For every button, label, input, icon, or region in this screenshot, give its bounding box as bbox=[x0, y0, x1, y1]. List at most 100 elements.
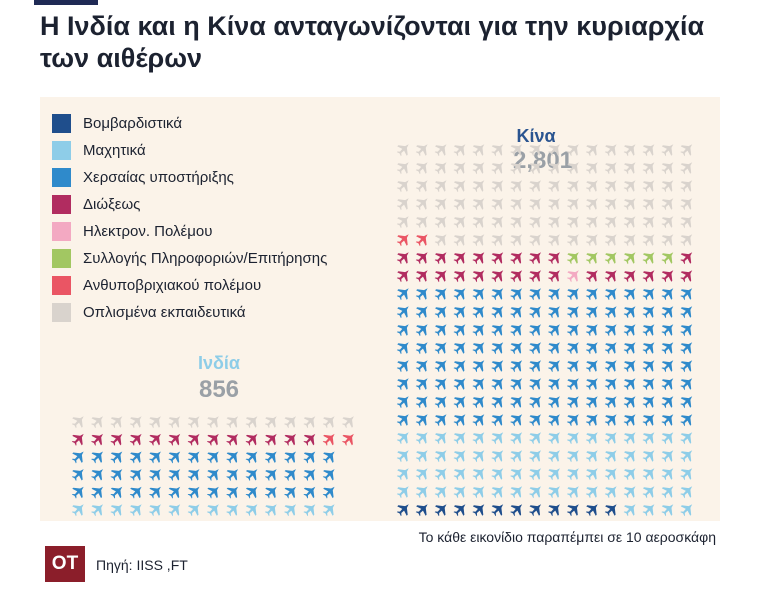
aircraft-icon bbox=[472, 234, 485, 247]
aircraft-icon bbox=[548, 306, 560, 319]
aircraft-icon bbox=[453, 180, 466, 193]
aircraft-icon bbox=[529, 396, 542, 409]
aircraft-icon bbox=[510, 504, 523, 517]
aircraft-icon bbox=[585, 216, 598, 229]
legend-label: Χερσαίας υποστήριξης bbox=[83, 169, 234, 186]
aircraft-icon bbox=[284, 451, 297, 464]
aircraft-icon bbox=[604, 144, 617, 157]
aircraft-icon bbox=[548, 396, 560, 409]
aircraft-icon bbox=[642, 162, 655, 175]
aircraft-icon bbox=[548, 468, 560, 481]
aircraft-icon bbox=[226, 416, 239, 429]
aircraft-icon bbox=[245, 433, 258, 446]
aircraft-icon bbox=[566, 486, 579, 499]
aircraft-icon bbox=[472, 144, 485, 157]
aircraft-icon bbox=[623, 378, 636, 391]
aircraft-icon bbox=[434, 144, 447, 157]
aircraft-icon bbox=[661, 144, 674, 157]
icon-unit-note: Το κάθε εικονίδιο παραπέμπει σε 10 αεροσ… bbox=[418, 529, 716, 545]
aircraft-icon bbox=[434, 396, 447, 409]
aircraft-icon bbox=[472, 486, 485, 499]
aircraft-icon bbox=[415, 306, 428, 319]
aircraft-icon bbox=[529, 270, 542, 283]
aircraft-icon bbox=[529, 378, 542, 391]
country-icons bbox=[396, 144, 693, 517]
chart-title: Η Ινδία και η Κίνα ανταγωνίζονται για τη… bbox=[40, 11, 705, 73]
aircraft-icon bbox=[453, 288, 466, 301]
aircraft-icon bbox=[187, 451, 200, 464]
aircraft-icon bbox=[322, 504, 335, 517]
aircraft-icon bbox=[110, 433, 123, 446]
aircraft-icon bbox=[642, 324, 655, 337]
legend-label: Βομβαρδιστικά bbox=[83, 115, 183, 132]
aircraft-icon bbox=[585, 432, 598, 445]
aircraft-icon bbox=[604, 288, 617, 301]
aircraft-icon bbox=[415, 396, 428, 409]
aircraft-icon bbox=[548, 198, 560, 211]
aircraft-icon bbox=[415, 378, 428, 391]
aircraft-icon bbox=[680, 216, 693, 229]
aircraft-icon bbox=[71, 416, 84, 429]
aircraft-icon bbox=[661, 288, 674, 301]
aircraft-icon bbox=[303, 433, 316, 446]
aircraft-icon bbox=[472, 180, 485, 193]
aircraft-icon bbox=[434, 288, 447, 301]
aircraft-icon bbox=[585, 486, 598, 499]
aircraft-icon bbox=[566, 342, 579, 355]
aircraft-icon bbox=[529, 234, 542, 247]
aircraft-icon bbox=[566, 216, 579, 229]
aircraft-icon bbox=[642, 216, 655, 229]
aircraft-icon bbox=[453, 252, 466, 265]
aircraft-icon bbox=[510, 342, 523, 355]
aircraft-icon bbox=[434, 432, 447, 445]
aircraft-icon bbox=[206, 451, 219, 464]
aircraft-icon bbox=[680, 324, 693, 337]
aircraft-icon bbox=[623, 252, 636, 265]
aircraft-icon bbox=[303, 451, 316, 464]
aircraft-icon bbox=[566, 234, 579, 247]
aircraft-icon bbox=[642, 396, 655, 409]
aircraft-icon bbox=[491, 486, 504, 499]
aircraft-icon bbox=[548, 216, 560, 229]
aircraft-icon bbox=[453, 468, 466, 481]
aircraft-icon bbox=[206, 486, 219, 499]
aircraft-icon bbox=[322, 469, 335, 481]
aircraft-icon bbox=[623, 360, 636, 373]
aircraft-icon bbox=[529, 162, 542, 175]
aircraft-icon bbox=[472, 216, 485, 229]
aircraft-icon bbox=[453, 198, 466, 211]
aircraft-icon bbox=[623, 144, 636, 157]
aircraft-icon bbox=[322, 486, 335, 499]
aircraft-icon bbox=[303, 469, 316, 481]
aircraft-icon bbox=[453, 342, 466, 355]
aircraft-icon bbox=[149, 469, 161, 481]
aircraft-icon bbox=[322, 416, 335, 429]
aircraft-icon bbox=[510, 414, 523, 427]
aircraft-icon bbox=[585, 324, 598, 337]
aircraft-icon bbox=[453, 486, 466, 499]
aircraft-icon bbox=[510, 216, 523, 229]
aircraft-icon bbox=[604, 270, 617, 283]
aircraft-icon bbox=[642, 306, 655, 319]
aircraft-icon bbox=[149, 504, 161, 517]
aircraft-icon bbox=[226, 451, 239, 464]
aircraft-icon bbox=[566, 468, 579, 481]
aircraft-icon bbox=[396, 180, 409, 193]
legend-label: Συλλογής Πληροφοριών/Επιτήρησης bbox=[83, 250, 328, 267]
aircraft-icon bbox=[472, 306, 485, 319]
legend-label: Οπλισμένα εκπαιδευτικά bbox=[83, 304, 246, 321]
aircraft-icon bbox=[415, 216, 428, 229]
aircraft-icon bbox=[342, 433, 354, 446]
aircraft-icon bbox=[434, 216, 447, 229]
aircraft-icon bbox=[623, 324, 636, 337]
aircraft-icon bbox=[680, 270, 693, 283]
aircraft-icon bbox=[434, 306, 447, 319]
aircraft-icon bbox=[129, 433, 142, 446]
aircraft-icon bbox=[680, 306, 693, 319]
aircraft-icon bbox=[187, 469, 200, 481]
legend: Βομβαρδιστικά Μαχητικά Χερσαίας υποστήριξη… bbox=[52, 110, 327, 326]
aircraft-icon bbox=[623, 162, 636, 175]
aircraft-icon bbox=[585, 504, 598, 517]
aircraft-icon bbox=[187, 433, 200, 446]
aircraft-icon bbox=[510, 468, 523, 481]
